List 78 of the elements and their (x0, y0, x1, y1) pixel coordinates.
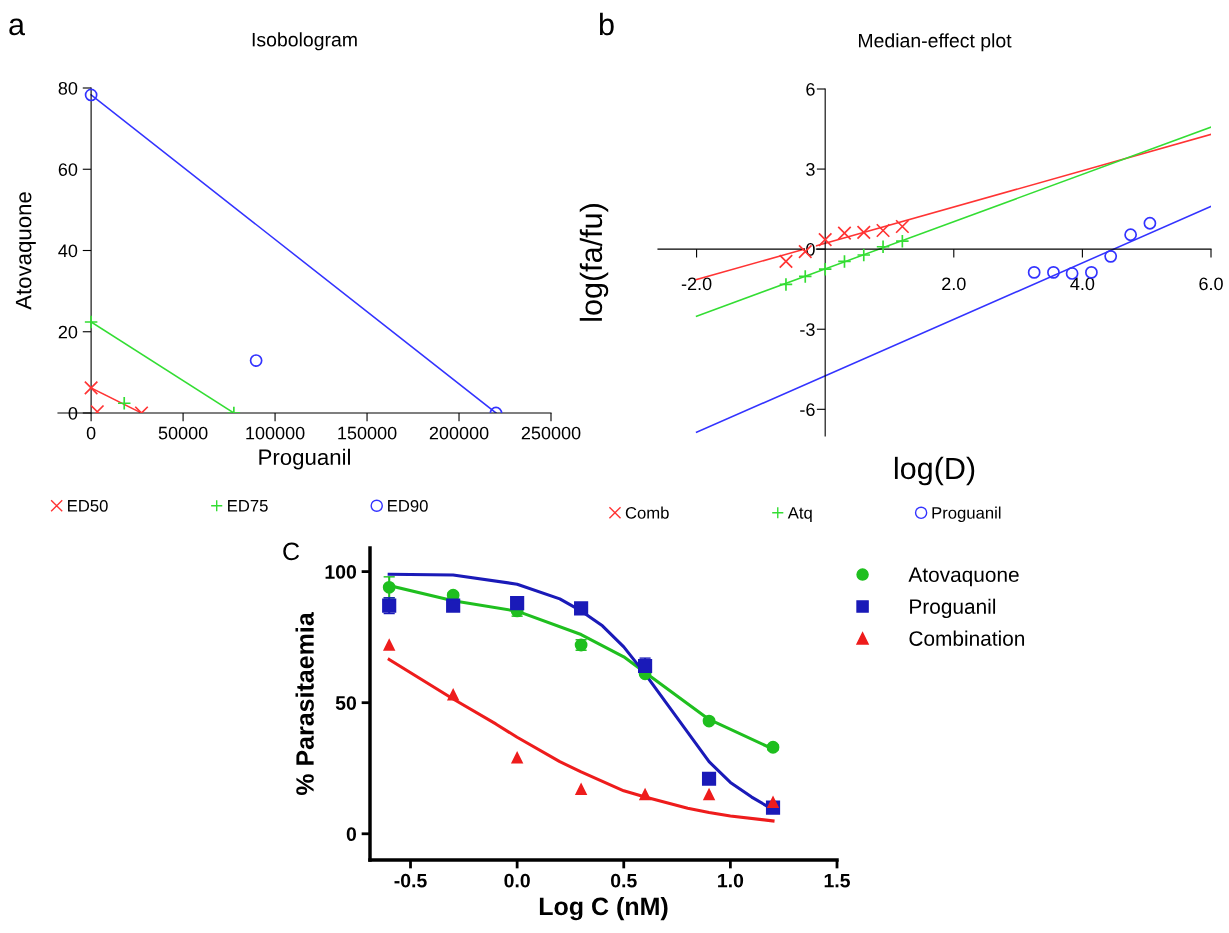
point (446, 598, 461, 613)
y-tick-label: 50 (335, 696, 357, 710)
point (1124, 228, 1138, 242)
point (818, 262, 833, 277)
point (701, 771, 717, 786)
legend-label: Atovaquone (908, 567, 1019, 587)
x-axis-title: Log C (nM) (539, 896, 668, 921)
point (798, 269, 813, 284)
y-axis-title: log(fa/fu) (579, 204, 609, 321)
x-tick-label: 2.0 (942, 277, 966, 291)
point (895, 234, 910, 249)
x-tick-label: 6.0 (1199, 277, 1223, 291)
point (447, 689, 459, 701)
x-tick-label: 0.5 (611, 873, 637, 888)
point (1047, 265, 1060, 279)
x-tick-label: 250000 (521, 426, 581, 440)
legend-label: Atq (787, 507, 812, 523)
point (510, 595, 525, 611)
y-axis-title: Atovaquone (15, 192, 36, 310)
point (895, 219, 910, 234)
legend-label: ED90 (388, 499, 428, 512)
legend-label: ED50 (68, 499, 108, 512)
point (382, 580, 396, 594)
y-tick-label: 0 (346, 827, 357, 842)
line-series (387, 657, 775, 823)
point (639, 788, 651, 801)
y-tick-label: 0 (68, 406, 78, 420)
point (1143, 216, 1157, 230)
x-tick-label: 50000 (158, 426, 208, 440)
point (1104, 249, 1118, 263)
y-tick-label: 100 (325, 565, 357, 579)
point (574, 601, 589, 616)
x-axis-title: log(D) (894, 456, 975, 486)
x-tick-label: 1.0 (718, 873, 744, 888)
y-axis-title: % Parasitaemia (295, 612, 314, 796)
x-tick-label: 150000 (338, 426, 397, 440)
point (575, 783, 587, 795)
chart-title: Isobologram (252, 32, 357, 51)
legend-label: ED75 (228, 500, 268, 512)
x-tick-label: 100000 (246, 426, 305, 440)
x-axis-title: Proguanil (259, 448, 350, 470)
point (511, 752, 523, 764)
point (837, 226, 852, 241)
x-tick-label: 4.0 (1070, 277, 1095, 291)
y-tick-label: 20 (58, 325, 78, 339)
text: C (283, 542, 300, 561)
point (778, 254, 794, 269)
y-tick-label: -3 (800, 323, 815, 336)
y-tick-label: 80 (58, 81, 78, 95)
point (875, 239, 891, 254)
point (856, 247, 871, 263)
y-tick-label: 6 (806, 82, 815, 96)
x-tick-label: 0.0 (504, 873, 530, 888)
text: a (9, 18, 25, 36)
point (818, 232, 833, 247)
point (837, 254, 852, 269)
legend-label: Combination (909, 630, 1025, 646)
x-tick-label: 200000 (429, 426, 489, 440)
x-tick-label: 1.5 (824, 873, 850, 888)
legend-label: Comb (625, 506, 669, 519)
point (778, 277, 794, 292)
text: b (599, 12, 614, 36)
x-tick-label: -0.5 (394, 873, 427, 888)
legend-label: Proguanil (932, 506, 1001, 523)
x-tick-label: 0 (86, 426, 96, 440)
point (1027, 265, 1041, 279)
point (875, 223, 891, 238)
chart-title: Median-effect plot (858, 33, 1012, 52)
point (767, 796, 779, 809)
legend-label: Proguanil (910, 598, 996, 619)
y-tick-label: 40 (58, 244, 78, 258)
y-tick-label: 3 (806, 163, 815, 176)
point (856, 225, 871, 240)
x-tick-label: -2.0 (681, 277, 712, 291)
point (703, 788, 715, 801)
y-tick-label: -6 (800, 403, 815, 417)
y-tick-label: 60 (58, 163, 78, 176)
point (383, 639, 395, 651)
